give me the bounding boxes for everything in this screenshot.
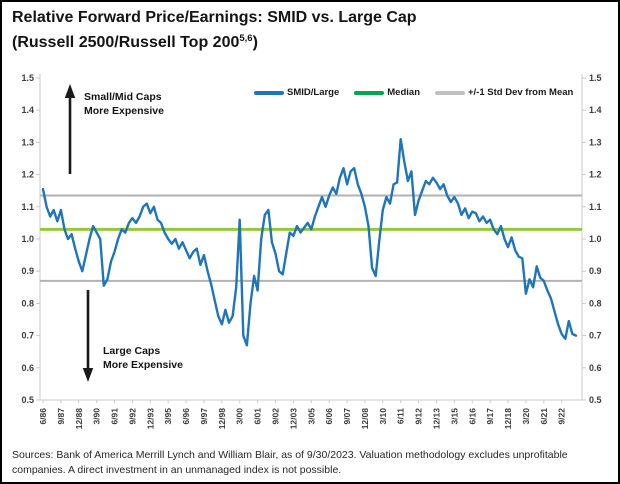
svg-text:1.5: 1.5 <box>589 73 602 83</box>
svg-text:1.5: 1.5 <box>21 73 34 83</box>
annotation-top-line2: More Expensive <box>84 105 164 117</box>
legend-item-median: Median <box>354 87 420 98</box>
svg-text:6/06: 6/06 <box>324 408 334 425</box>
svg-text:9/87: 9/87 <box>56 408 66 425</box>
svg-text:0.9: 0.9 <box>589 266 602 276</box>
svg-text:1.0: 1.0 <box>21 234 34 244</box>
svg-text:9/02: 9/02 <box>271 408 281 425</box>
svg-text:0.5: 0.5 <box>589 395 602 405</box>
svg-text:0.9: 0.9 <box>21 266 34 276</box>
legend-label-smid-large: SMID/Large <box>287 87 340 98</box>
legend-label-median: Median <box>387 87 420 98</box>
svg-text:0.6: 0.6 <box>589 363 602 373</box>
svg-text:9/22: 9/22 <box>557 408 567 425</box>
legend-item-smid-large: SMID/Large <box>254 87 339 98</box>
svg-text:6/86: 6/86 <box>38 408 48 425</box>
svg-text:0.8: 0.8 <box>589 298 602 308</box>
svg-text:0.5: 0.5 <box>21 395 34 405</box>
svg-text:1.2: 1.2 <box>21 170 34 180</box>
svg-text:3/20: 3/20 <box>521 408 531 425</box>
svg-text:6/16: 6/16 <box>467 408 477 425</box>
annotation-bottom-line1: Large Caps <box>103 345 161 357</box>
svg-text:0.6: 0.6 <box>21 363 34 373</box>
annotation-bottom-line2: More Expensive <box>103 359 183 371</box>
footer-sources: Sources: Bank of America Merrill Lynch a… <box>12 449 568 476</box>
svg-text:9/92: 9/92 <box>127 408 137 425</box>
svg-text:12/88: 12/88 <box>74 408 84 430</box>
svg-text:12/13: 12/13 <box>431 408 441 430</box>
title-line2-close: ) <box>252 34 258 51</box>
svg-text:6/11: 6/11 <box>396 408 406 424</box>
svg-text:9/17: 9/17 <box>485 408 495 425</box>
svg-text:12/08: 12/08 <box>360 408 370 430</box>
svg-text:12/03: 12/03 <box>288 408 298 430</box>
svg-text:1.0: 1.0 <box>589 234 602 244</box>
svg-text:1.3: 1.3 <box>21 137 34 147</box>
y-tick-labels: 1.5 1.5 1.4 1.4 1.3 1.3 1.2 1.2 1.1 1.1 1.0 1.0 0.9 0… <box>21 73 601 405</box>
svg-text:6/01: 6/01 <box>253 408 263 425</box>
legend-label-std-dev: +/-1 Std Dev from Mean <box>468 87 574 98</box>
svg-text:1.2: 1.2 <box>589 170 602 180</box>
down-arrow-icon <box>82 368 94 382</box>
annotation-top-line1: Small/Mid Caps <box>84 91 162 103</box>
chart-legend: SMID/Large Median +/-1 Std Dev from Mean <box>254 87 573 98</box>
legend-item-std-dev: +/-1 Std Dev from Mean <box>435 87 573 98</box>
svg-text:12/18: 12/18 <box>503 408 513 430</box>
annotation-large-caps-more-expensive: Large Caps More Expensive <box>103 344 183 372</box>
smid-large-line-swatch-icon <box>254 90 284 95</box>
smid-large-series-line <box>41 137 578 347</box>
svg-text:3/05: 3/05 <box>306 408 316 425</box>
svg-text:0.8: 0.8 <box>21 298 34 308</box>
svg-text:12/93: 12/93 <box>145 408 155 430</box>
page-title: Relative Forward Price/Earnings: SMID vs… <box>12 7 612 53</box>
std-dev-line-swatch-icon <box>435 90 465 95</box>
svg-text:6/91: 6/91 <box>110 408 120 425</box>
svg-text:9/12: 9/12 <box>414 408 424 425</box>
title-line1: Relative Forward Price/Earnings: SMID vs… <box>12 9 417 26</box>
svg-text:3/00: 3/00 <box>235 408 245 425</box>
svg-text:6/21: 6/21 <box>539 408 549 425</box>
up-arrow-icon <box>64 84 76 98</box>
annotation-small-mid-caps-more-expensive: Small/Mid Caps More Expensive <box>84 90 164 118</box>
median-line-swatch-icon <box>354 90 385 95</box>
svg-text:3/15: 3/15 <box>449 408 459 425</box>
x-tick-labels: 6/86 9/87 12/88 3/90 6/91 9/92 12/93 3/95 6/96 9/… <box>38 400 567 429</box>
direction-arrows <box>64 84 94 382</box>
svg-text:3/95: 3/95 <box>163 408 173 425</box>
svg-text:0.7: 0.7 <box>21 331 34 341</box>
svg-text:1.3: 1.3 <box>589 137 602 147</box>
title-line2: (Russell 2500/Russell Top 200 <box>12 34 240 51</box>
svg-text:0.7: 0.7 <box>589 331 602 341</box>
svg-text:1.4: 1.4 <box>589 105 602 115</box>
title-superscript: 5,6 <box>239 33 253 44</box>
svg-text:3/90: 3/90 <box>92 408 102 425</box>
svg-text:12/98: 12/98 <box>217 408 227 430</box>
svg-text:9/07: 9/07 <box>342 408 352 425</box>
svg-text:1.1: 1.1 <box>589 202 602 212</box>
svg-text:6/96: 6/96 <box>181 408 191 425</box>
svg-text:9/97: 9/97 <box>199 408 209 425</box>
svg-text:1.4: 1.4 <box>21 105 34 115</box>
svg-text:3/10: 3/10 <box>378 408 388 425</box>
svg-text:1.1: 1.1 <box>21 202 34 212</box>
